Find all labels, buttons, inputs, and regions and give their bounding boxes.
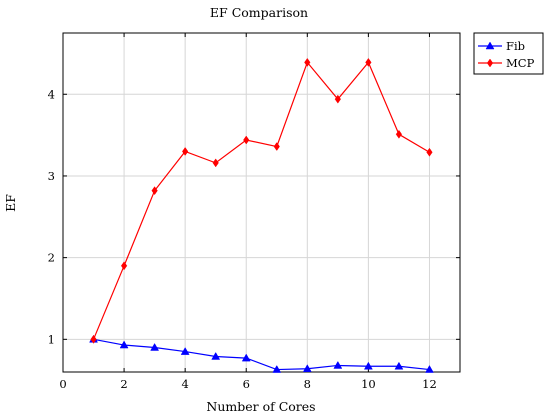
mcp-point	[182, 147, 189, 156]
fib-point	[150, 342, 160, 351]
x-axis-label: Number of Cores	[206, 399, 315, 414]
fib-point	[333, 360, 343, 369]
mcp-point	[151, 186, 158, 196]
fib-point	[302, 364, 312, 372]
x-tick-label: 8	[304, 377, 311, 391]
y-tick-label: 4	[48, 87, 55, 101]
fib-point	[211, 351, 221, 360]
legend-label-mcp: MCP	[506, 56, 535, 70]
chart-title: EF Comparison	[210, 5, 308, 20]
mcp-point	[120, 261, 128, 271]
x-tick-label: 0	[59, 377, 66, 391]
mcp-point	[243, 135, 250, 145]
legend-item-mcp: MCP	[478, 56, 535, 70]
fib-point	[180, 347, 190, 355]
plot-frame	[62, 32, 461, 373]
fib-point	[241, 353, 251, 362]
mcp-point	[212, 158, 219, 168]
fib-point	[425, 365, 434, 373]
legend-marker-fib	[485, 41, 495, 50]
x-tick-label: 2	[120, 377, 127, 391]
mcp-point	[365, 57, 372, 67]
series	[89, 57, 434, 373]
grid	[62, 33, 460, 372]
fib-point	[272, 365, 282, 373]
fib-point	[394, 361, 404, 370]
mcp-point	[273, 142, 280, 151]
fib-line	[93, 338, 430, 371]
y-tick-label: 1	[48, 332, 55, 346]
series-mcp	[90, 57, 433, 344]
mcp-point	[304, 57, 311, 67]
x-tick-label: 12	[422, 377, 437, 391]
legend: Fib MCP	[473, 32, 544, 75]
legend-box	[473, 32, 544, 75]
series-fib	[89, 334, 434, 373]
mcp-point	[395, 129, 403, 139]
fib-point	[363, 361, 373, 370]
y-axis-label: EF	[3, 194, 18, 212]
mcp-point	[90, 334, 97, 344]
x-tick-label: 10	[361, 377, 376, 391]
y-tick-label: 3	[48, 169, 55, 183]
mcp-line	[92, 61, 430, 340]
y-tick-label: 2	[48, 251, 55, 265]
x-tick-label: 4	[181, 377, 188, 391]
fib-point	[119, 340, 129, 349]
x-tick-label: 6	[243, 377, 250, 391]
mcp-point	[426, 147, 433, 157]
legend-item-fib: Fib	[478, 39, 525, 53]
legend-marker-mcp	[486, 58, 494, 68]
legend-label-fib: Fib	[506, 39, 525, 53]
mcp-point	[334, 94, 341, 104]
